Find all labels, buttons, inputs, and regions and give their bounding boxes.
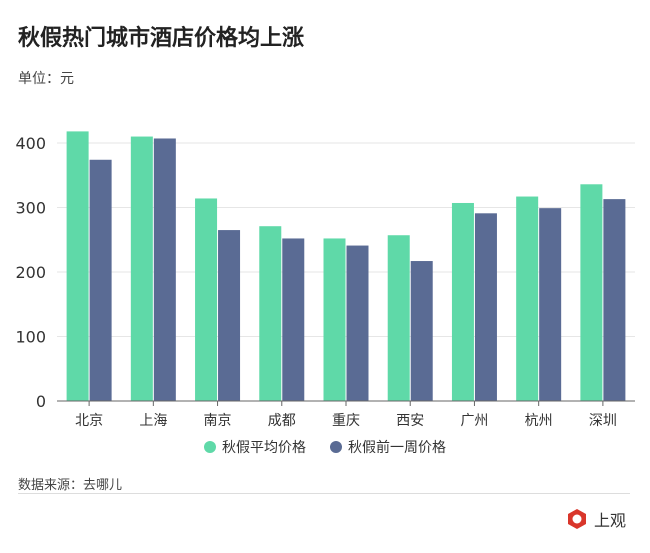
y-tick-label: 400 [15,134,46,153]
logo-icon [568,509,586,529]
bar-prev [539,208,562,401]
x-tick-label: 广州 [460,413,488,429]
bar-avg [323,238,346,401]
bar-avg [130,136,153,402]
legend-swatch [204,441,216,453]
x-tick-label: 南京 [204,413,232,429]
x-tick-label: 西安 [396,413,424,429]
x-tick-label: 杭州 [525,413,553,429]
bar-avg [451,202,474,401]
bar-avg [580,184,603,401]
legend-item-prev: 秋假前一周价格 [330,437,446,457]
logo-text: 上观 [594,511,627,530]
x-tick-label: 北京 [75,413,103,429]
x-tick-label: 重庆 [332,413,360,429]
x-tick-label: 上海 [139,413,167,429]
bar-prev [603,199,626,401]
legend-label: 秋假平均价格 [222,440,306,456]
bar-avg [516,196,539,401]
bar-avg [66,131,89,401]
y-tick-label: 0 [36,392,46,411]
legend-label: 秋假前一周价格 [348,440,446,456]
bar-prev [474,213,497,401]
divider [18,493,630,494]
bar-avg [387,235,410,401]
bar-prev [346,245,369,401]
bar-avg [195,198,218,401]
chart-title: 秋假热门城市酒店价格均上涨 [18,26,305,51]
y-tick-label: 100 [15,328,46,347]
bar-prev [410,261,433,401]
x-tick-label: 深圳 [589,413,617,429]
logo: 上观 [566,507,626,531]
legend: 秋假平均价格 秋假前一周价格 [0,437,650,457]
x-tick-label: 成都 [268,413,296,429]
bar-prev [89,159,112,401]
bar-prev [218,230,241,401]
legend-swatch [330,441,342,453]
y-tick-label: 300 [15,199,46,218]
unit-label: 单位：元 [18,71,74,87]
source-note: 数据来源：去哪儿 [18,478,123,493]
y-tick-label: 200 [15,263,46,282]
bar-avg [259,226,282,401]
bar-prev [153,138,176,402]
bar-prev [282,238,305,401]
legend-item-avg: 秋假平均价格 [204,437,306,457]
